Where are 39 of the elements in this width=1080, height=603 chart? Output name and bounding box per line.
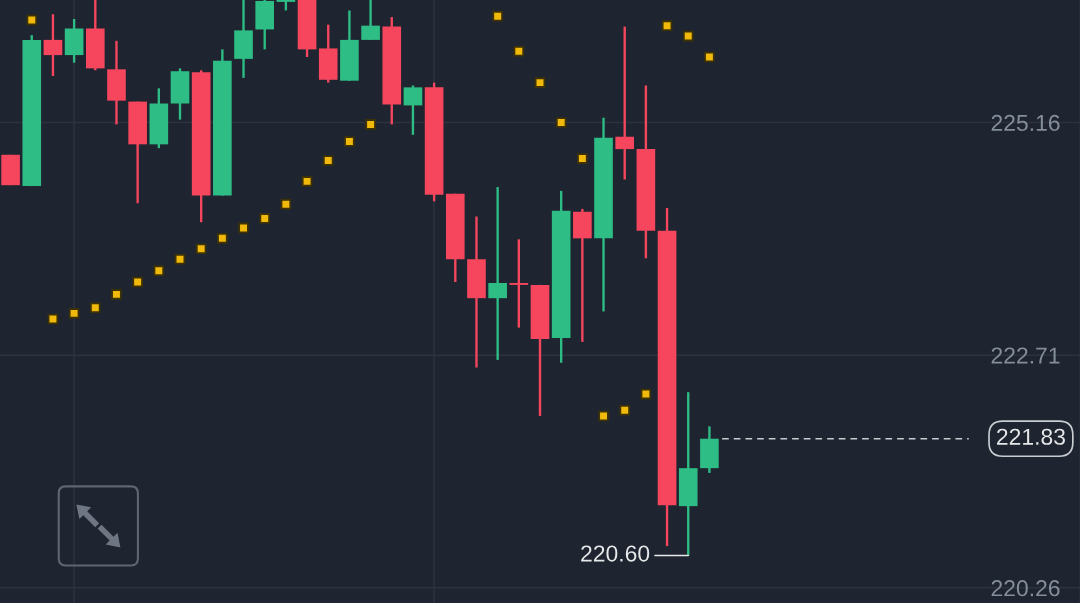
point [132,276,143,288]
point [111,289,122,300]
point [238,222,249,234]
candlestick [403,84,423,137]
point [217,233,228,244]
point [322,155,334,166]
point [534,77,546,88]
point [195,243,207,255]
point [513,45,525,57]
point [259,213,271,224]
point [492,10,503,22]
point [68,308,80,319]
point [344,136,355,147]
candlestick [361,0,380,42]
point [89,302,101,313]
point [598,410,609,422]
annotation: 220.60 [581,545,650,562]
candlestick [43,13,63,78]
point [682,30,694,42]
point [26,14,38,26]
point [174,253,186,265]
point [280,198,292,210]
candlestick [615,25,635,181]
point [365,119,376,130]
point [577,153,588,164]
ref-line-label: 221.83 [997,428,1065,445]
candlestick [509,238,529,329]
point [153,265,165,276]
point [47,313,59,325]
y-tick-label: 220.26 [991,580,1060,597]
point [301,176,313,187]
point [704,51,715,63]
point [619,404,631,416]
point [555,117,567,128]
point [661,20,673,31]
y-tick-label: 222.71 [991,347,1060,364]
point [640,388,652,400]
candlestick [488,185,507,362]
y-tick-label: 225.16 [991,114,1060,132]
